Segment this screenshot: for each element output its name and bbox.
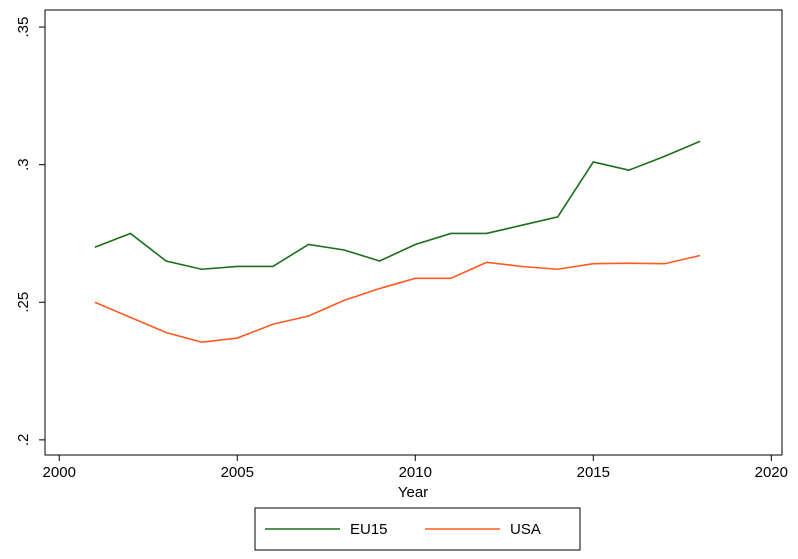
y-tick-label: .35	[15, 17, 32, 38]
y-tick-label: .25	[15, 292, 32, 313]
x-tick-label: 2005	[221, 464, 254, 481]
y-tick-label: .2	[15, 434, 32, 447]
x-tick-label: 2020	[755, 464, 788, 481]
plot-frame	[44, 9, 783, 456]
x-tick-label: 2015	[577, 464, 610, 481]
series-line	[94, 140, 701, 271]
legend-label: USA	[510, 521, 541, 538]
legend-label: EU15	[350, 521, 388, 538]
x-tick-label: 2000	[43, 464, 76, 481]
series-line	[94, 254, 701, 343]
y-tick-label: .3	[15, 158, 32, 171]
x-tick-label: 2010	[399, 464, 432, 481]
legend-box	[254, 507, 581, 551]
x-axis-label: Year	[398, 484, 428, 501]
